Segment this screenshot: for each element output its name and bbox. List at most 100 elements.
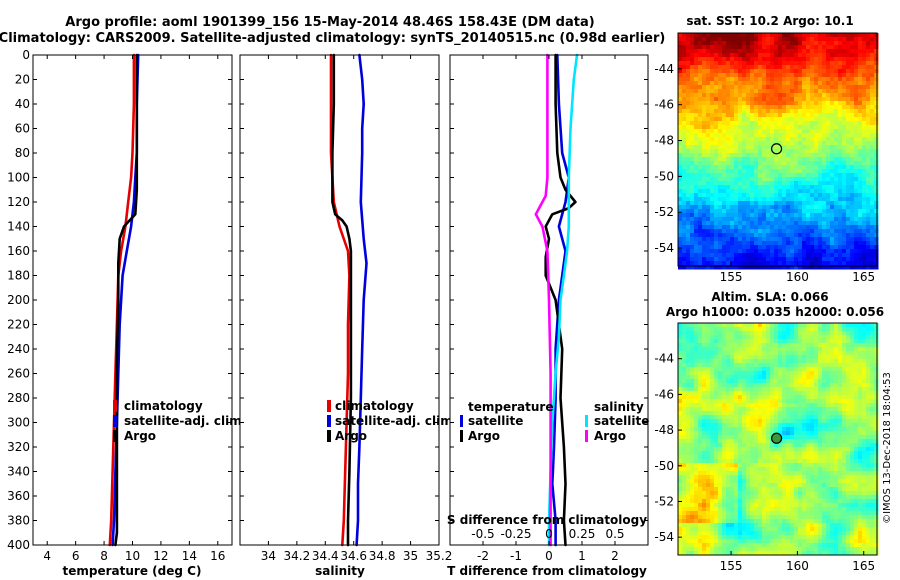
heatmap-cell (738, 371, 743, 376)
heatmap-cell (774, 153, 779, 158)
heatmap-cell (818, 69, 823, 74)
heatmap-cell (754, 109, 759, 114)
heatmap-cell (862, 419, 867, 424)
heatmap-cell (870, 399, 875, 404)
heatmap-cell (854, 165, 859, 170)
heatmap-cell (714, 411, 719, 416)
heatmap-cell (678, 77, 683, 82)
heatmap-cell (802, 193, 807, 198)
heatmap-cell (818, 359, 823, 364)
heatmap-cell (738, 233, 743, 238)
heatmap-cell (718, 181, 723, 186)
heatmap-cell (814, 85, 819, 90)
heatmap-cell (758, 213, 763, 218)
heatmap-cell (686, 213, 691, 218)
heatmap-cell (778, 41, 783, 46)
heatmap-cell (714, 363, 719, 368)
heatmap-cell (806, 363, 811, 368)
heatmap-cell (798, 217, 803, 222)
heatmap-cell (822, 73, 827, 78)
heatmap-cell (802, 221, 807, 226)
heatmap-cell (842, 439, 847, 444)
heatmap-cell (762, 359, 767, 364)
heatmap-cell (690, 431, 695, 436)
heatmap-cell (754, 205, 759, 210)
heatmap-cell (866, 331, 871, 336)
heatmap-cell (782, 61, 787, 66)
heatmap-cell (862, 391, 867, 396)
heatmap-cell (782, 205, 787, 210)
heatmap-cell (770, 69, 775, 74)
heatmap-cell (702, 185, 707, 190)
heatmap-cell (778, 49, 783, 54)
heatmap-cell (866, 265, 871, 270)
heatmap-cell (770, 375, 775, 380)
heatmap-cell (690, 391, 695, 396)
heatmap-cell (694, 65, 699, 70)
heatmap-cell (714, 37, 719, 42)
heatmap-cell (790, 129, 795, 134)
heatmap-cell (710, 225, 715, 230)
heatmap-cell (822, 141, 827, 146)
heatmap-cell (822, 93, 827, 98)
heatmap-cell (754, 173, 759, 178)
heatmap-cell (706, 145, 711, 150)
heatmap-cell (690, 97, 695, 102)
heatmap-cell (798, 181, 803, 186)
heatmap-cell (834, 93, 839, 98)
heatmap-cell (826, 423, 831, 428)
heatmap-cell (766, 221, 771, 226)
heatmap-cell (842, 213, 847, 218)
heatmap-cell (762, 213, 767, 218)
heatmap-cell (818, 205, 823, 210)
heatmap-cell (862, 253, 867, 258)
heatmap-cell (706, 379, 711, 384)
heatmap-cell (830, 109, 835, 114)
heatmap-cell (682, 261, 687, 266)
heatmap-cell (790, 77, 795, 82)
heatmap-cell (870, 249, 875, 254)
heatmap-cell (766, 201, 771, 206)
heatmap-cell (738, 129, 743, 134)
heatmap-cell (734, 181, 739, 186)
heatmap-cell (682, 181, 687, 186)
heatmap-cell (786, 45, 791, 50)
heatmap-cell (698, 257, 703, 262)
heatmap-cell (714, 65, 719, 70)
heatmap-cell (850, 221, 855, 226)
heatmap-cell (822, 197, 827, 202)
heatmap-cell (766, 241, 771, 246)
heatmap-cell (690, 241, 695, 246)
heatmap-cell (766, 363, 771, 368)
heatmap-cell (874, 125, 879, 130)
heatmap-cell (774, 359, 779, 364)
heatmap-cell (786, 121, 791, 126)
salinity-xlabel: salinity (315, 564, 365, 578)
heatmap-cell (798, 37, 803, 42)
heatmap-cell (802, 257, 807, 262)
heatmap-cell (830, 253, 835, 258)
heatmap-cell (778, 113, 783, 118)
heatmap-cell (826, 431, 831, 436)
heatmap-cell (854, 391, 859, 396)
heatmap-cell (734, 387, 739, 392)
heatmap-cell (810, 57, 815, 62)
heatmap-cell (842, 117, 847, 122)
heatmap-cell (846, 241, 851, 246)
heatmap-cell (814, 133, 819, 138)
heatmap-cell (778, 423, 783, 428)
heatmap-cell (682, 105, 687, 110)
heatmap-cell (866, 447, 871, 452)
heatmap-cell (754, 229, 759, 234)
heatmap-cell (826, 233, 831, 238)
heatmap-cell (874, 117, 879, 122)
heatmap-cell (718, 261, 723, 266)
heatmap-cell (866, 197, 871, 202)
heatmap-cell (870, 57, 875, 62)
heatmap-cell (754, 323, 759, 328)
heatmap-cell (862, 217, 867, 222)
heatmap-cell (766, 117, 771, 122)
heatmap-cell (814, 89, 819, 94)
heatmap-cell (702, 169, 707, 174)
y-tick-label: 0 (22, 48, 30, 62)
